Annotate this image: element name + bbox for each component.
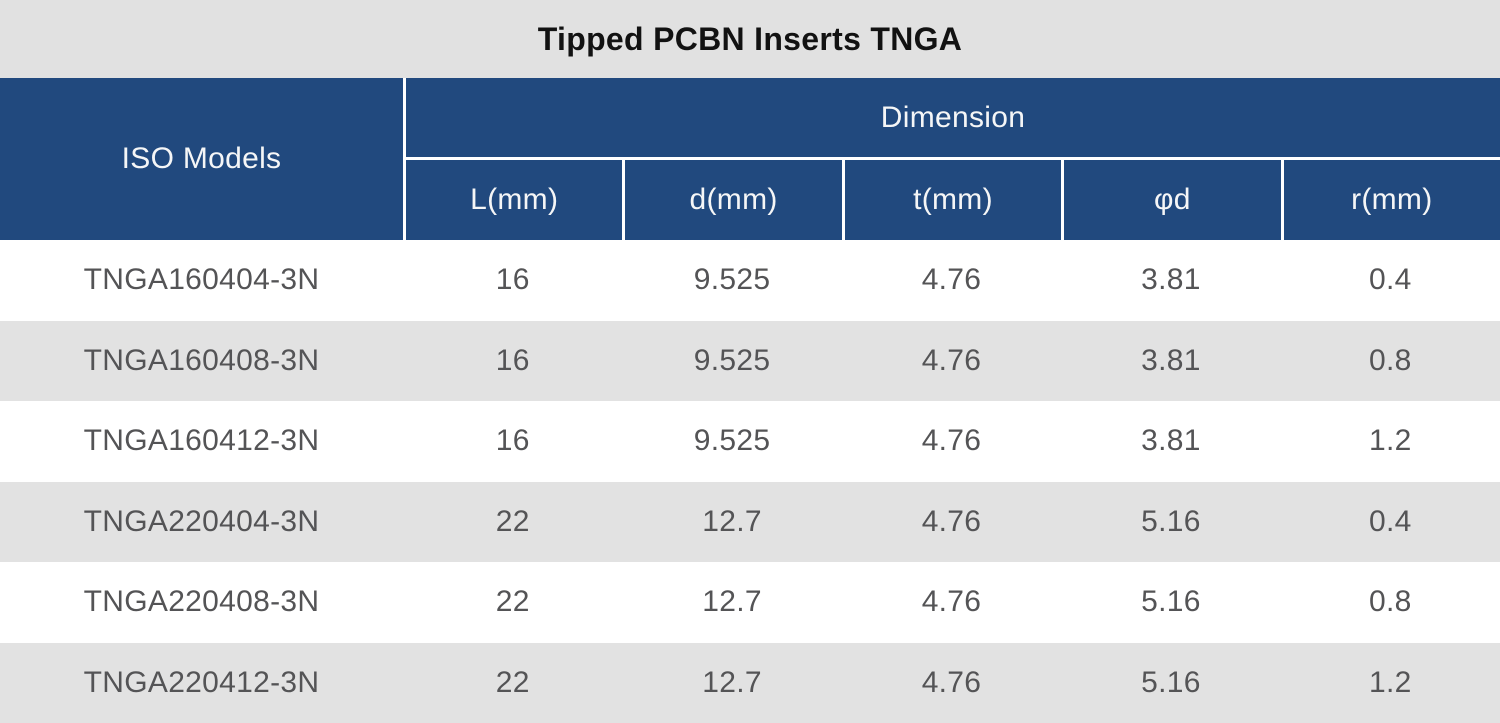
value-cell-l: 22 (495, 585, 530, 619)
value-cell-r: 1.2 (1368, 665, 1412, 699)
value-cell-r: 1.2 (1368, 424, 1412, 458)
value-cell-t: 4.76 (921, 424, 982, 458)
model-cell: TNGA220412-3N (83, 665, 320, 699)
value-cell-d: 9.525 (693, 343, 771, 377)
value-cell-r: 0.8 (1368, 343, 1412, 377)
value-cell-t: 4.76 (921, 585, 982, 619)
header-dimension: Dimension (406, 78, 1500, 157)
model-cell: TNGA160412-3N (83, 424, 320, 458)
value-cell-t: 4.76 (921, 343, 982, 377)
model-cell: TNGA160404-3N (83, 263, 320, 297)
value-cell-phid: 3.81 (1141, 424, 1201, 458)
header-col-l-mm: L(mm) (406, 160, 623, 240)
value-cell-t: 4.76 (921, 263, 982, 297)
table-row: TNGA160404-3N 16 9.525 4.76 3.81 0.4 (0, 240, 1500, 321)
header-subcolumns: L(mm) d(mm) t(mm) φd r(mm) (406, 160, 1500, 240)
value-cell-r: 0.4 (1368, 263, 1412, 297)
header-dimension-group: Dimension L(mm) d(mm) t(mm) φd r(mm) (406, 78, 1500, 240)
value-cell-t: 4.76 (921, 504, 982, 538)
value-cell-l: 22 (495, 665, 530, 699)
table-row: TNGA220412-3N 22 12.7 4.76 5.16 1.2 (0, 642, 1500, 723)
value-cell-d: 12.7 (702, 504, 762, 538)
value-cell-phid: 3.81 (1141, 263, 1201, 297)
value-cell-l: 16 (495, 263, 530, 297)
value-cell-d: 12.7 (702, 585, 762, 619)
value-cell-l: 16 (495, 343, 530, 377)
header-col-r-mm: r(mm) (1283, 160, 1500, 240)
value-cell-l: 22 (495, 504, 530, 538)
table-row: TNGA160412-3N 16 9.525 4.76 3.81 1.2 (0, 401, 1500, 482)
value-cell-phid: 5.16 (1141, 585, 1201, 619)
value-cell-l: 16 (495, 424, 530, 458)
model-cell: TNGA220408-3N (83, 585, 320, 619)
header-col-phi-d: φd (1064, 160, 1281, 240)
table-header: ISO Models Dimension L(mm) d(mm) t(mm) φ… (0, 78, 1500, 240)
model-cell: TNGA160408-3N (83, 343, 320, 377)
value-cell-r: 0.4 (1368, 504, 1412, 538)
table-body: TNGA160404-3N 16 9.525 4.76 3.81 0.4 TNG… (0, 240, 1500, 723)
header-iso-models: ISO Models (0, 78, 403, 240)
header-col-d-mm: d(mm) (625, 160, 842, 240)
page-title: Tipped PCBN Inserts TNGA (0, 0, 1500, 78)
value-cell-d: 9.525 (693, 263, 771, 297)
table-row: TNGA220404-3N 22 12.7 4.76 5.16 0.4 (0, 481, 1500, 562)
value-cell-phid: 5.16 (1141, 665, 1201, 699)
table-row: TNGA160408-3N 16 9.525 4.76 3.81 0.8 (0, 320, 1500, 401)
value-cell-phid: 5.16 (1141, 504, 1201, 538)
value-cell-t: 4.76 (921, 665, 982, 699)
table-row: TNGA220408-3N 22 12.7 4.76 5.16 0.8 (0, 562, 1500, 643)
model-cell: TNGA220404-3N (83, 504, 320, 538)
value-cell-d: 12.7 (702, 665, 762, 699)
header-col-t-mm: t(mm) (844, 160, 1062, 240)
value-cell-d: 9.525 (693, 424, 771, 458)
value-cell-r: 0.8 (1368, 585, 1412, 619)
value-cell-phid: 3.81 (1141, 343, 1201, 377)
